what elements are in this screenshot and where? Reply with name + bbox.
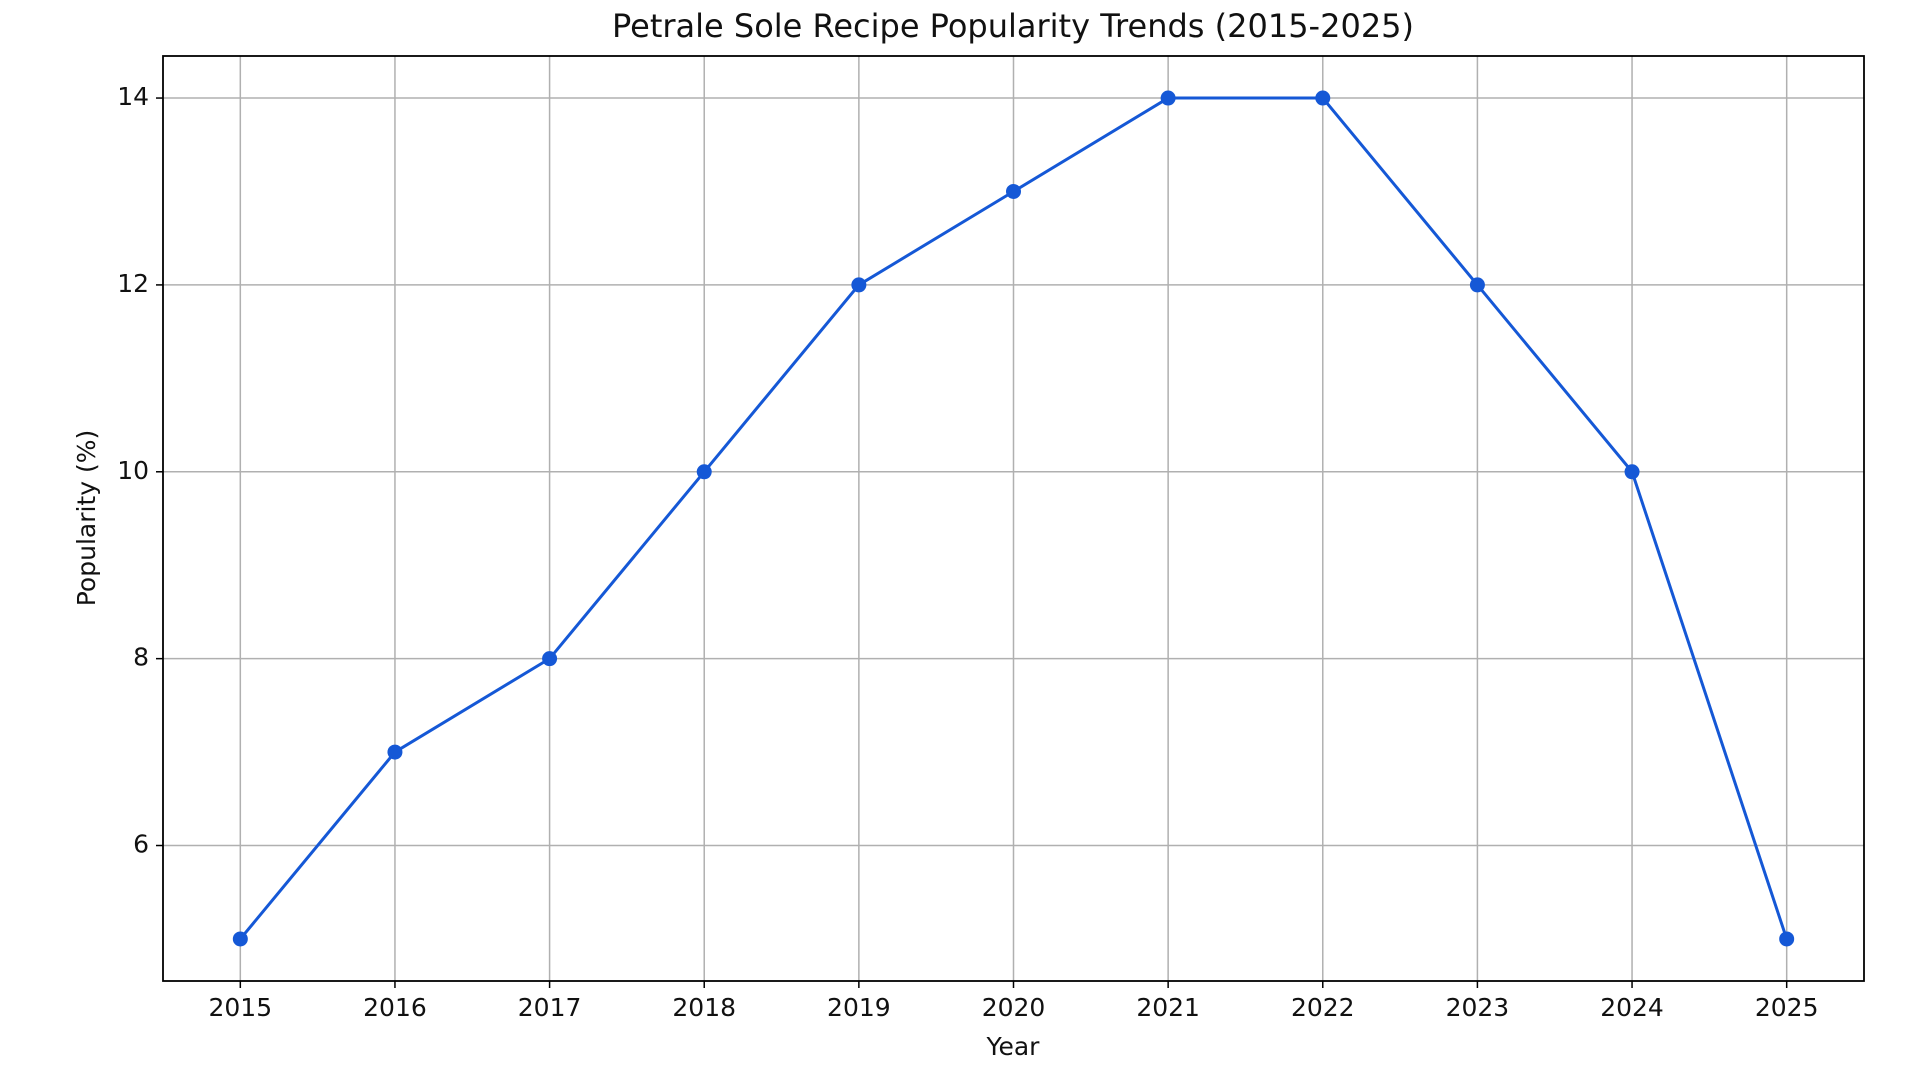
- data-point: [1624, 464, 1640, 480]
- y-tick-label: 10: [117, 456, 149, 485]
- x-tick-label: 2019: [827, 993, 891, 1022]
- x-tick-label: 2020: [982, 993, 1046, 1022]
- x-tick-label: 2017: [518, 993, 582, 1022]
- y-tick-label: 12: [117, 269, 149, 298]
- data-point: [851, 277, 867, 293]
- x-tick-label: 2018: [672, 993, 736, 1022]
- x-tick-label: 2021: [1136, 993, 1200, 1022]
- y-tick-label: 14: [117, 82, 149, 111]
- data-point: [1779, 931, 1795, 947]
- data-point: [1006, 183, 1021, 199]
- x-tick-label: 2024: [1600, 993, 1664, 1022]
- chart-title: Petrale Sole Recipe Popularity Trends (2…: [612, 7, 1414, 45]
- plot-area: [232, 90, 1795, 947]
- x-tick-label: 2023: [1446, 993, 1510, 1022]
- grid: [163, 56, 1864, 981]
- data-point: [232, 931, 248, 947]
- x-tick-label: 2016: [363, 993, 427, 1022]
- x-tick-label: 2022: [1291, 993, 1355, 1022]
- x-tick-label: 2015: [209, 993, 273, 1022]
- x-tick-label: 2025: [1755, 993, 1819, 1022]
- x-axis-label: Year: [986, 1032, 1041, 1061]
- y-tick-label: 8: [133, 643, 149, 672]
- y-tick-label: 6: [133, 830, 149, 859]
- data-point: [696, 464, 712, 480]
- data-point: [1160, 90, 1176, 106]
- data-point: [1315, 90, 1331, 106]
- data-point: [542, 651, 558, 667]
- data-point: [387, 744, 403, 760]
- y-axis-label: Popularity (%): [72, 430, 101, 607]
- data-point: [1469, 277, 1485, 293]
